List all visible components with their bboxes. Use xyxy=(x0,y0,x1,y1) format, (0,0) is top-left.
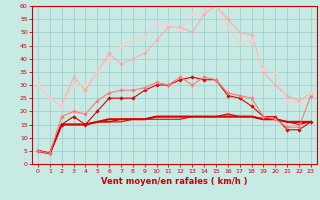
X-axis label: Vent moyen/en rafales ( km/h ): Vent moyen/en rafales ( km/h ) xyxy=(101,177,248,186)
